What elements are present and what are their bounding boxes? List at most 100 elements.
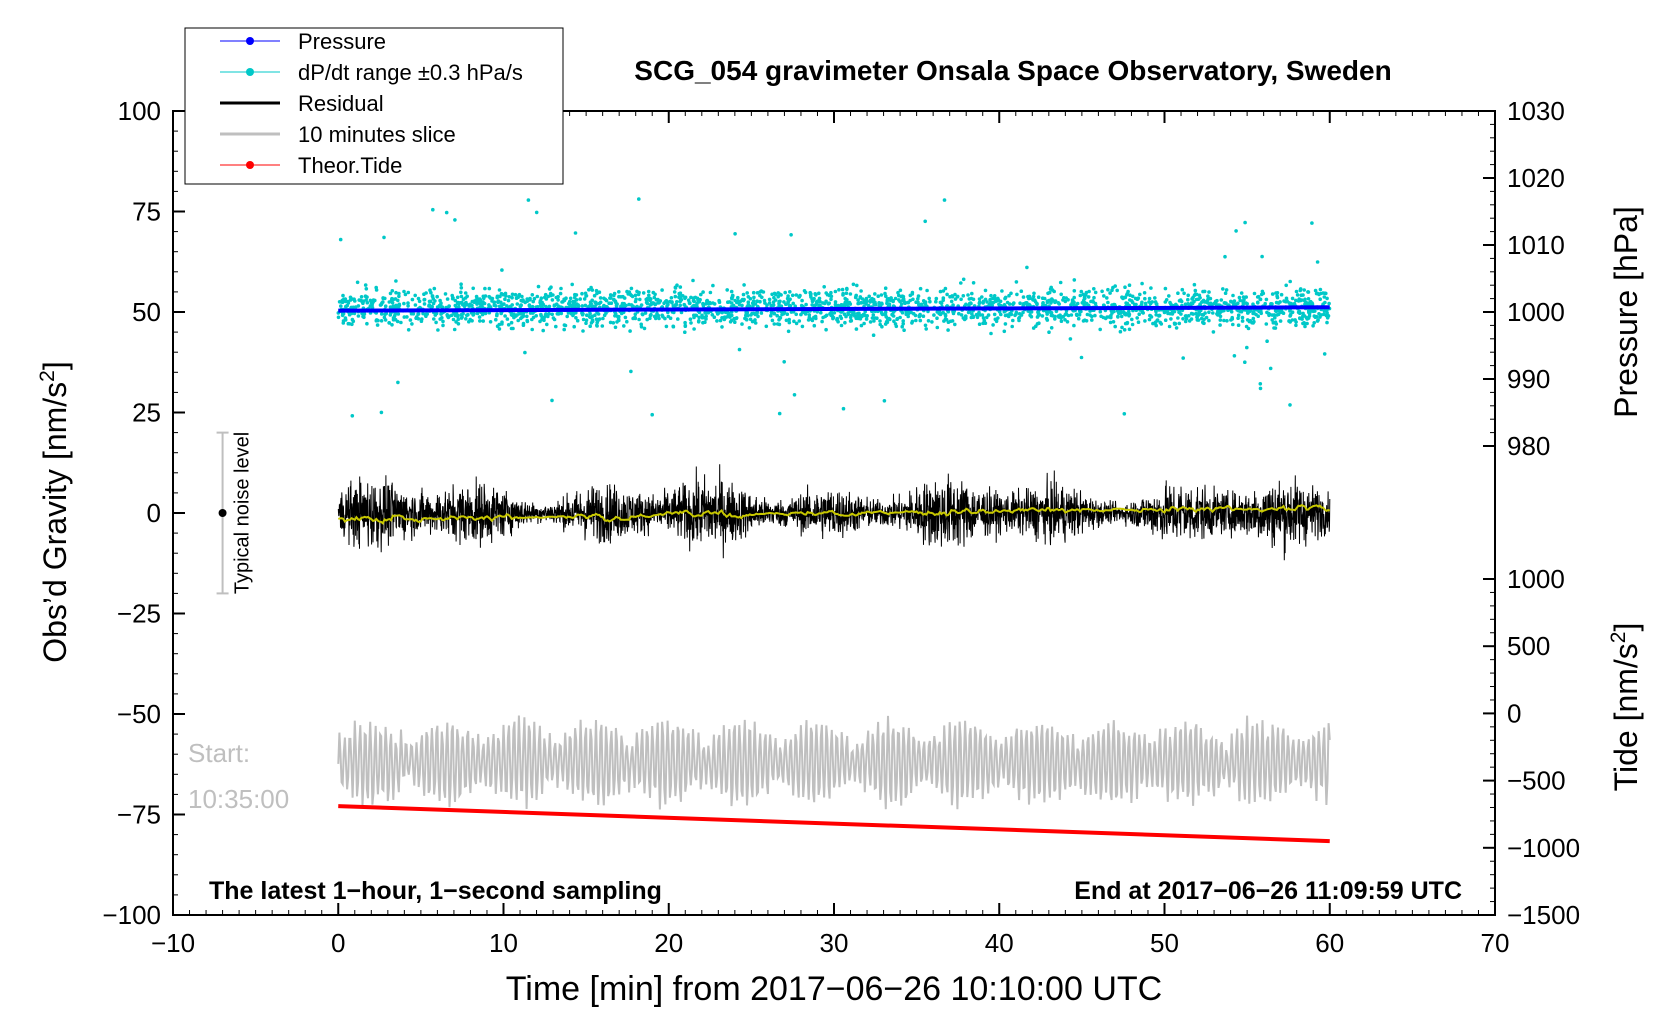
dpdt-point [817,296,822,301]
dpdt-point [746,300,751,305]
dpdt-point [510,292,515,297]
dpdt-point [900,324,904,329]
dpdt-point [1140,281,1144,286]
dpdt-point [1183,302,1188,307]
dpdt-point [817,291,821,296]
dpdt-point [844,314,848,319]
dpdt-point [785,312,790,317]
dpdt-point [885,301,889,306]
dpdt-point [573,231,578,235]
dpdt-point [921,299,926,303]
dpdt-point [860,297,865,301]
dpdt-point [379,319,384,323]
dpdt-point [977,297,982,301]
dpdt-point [510,295,514,300]
dpdt-point [1278,319,1283,323]
dpdt-point [1047,330,1051,335]
dpdt-point [1162,310,1167,315]
dpdt-point [1124,301,1128,305]
dpdt-point [1314,291,1319,296]
dpdt-point [1272,326,1276,330]
dpdt-point [883,286,888,291]
noise-center-dot [218,509,227,517]
dpdt-point [797,319,802,323]
dpdt-point [1237,295,1242,300]
dpdt-point [1015,292,1019,297]
dpdt-point [777,411,782,416]
dpdt-point [1279,309,1284,314]
dpdt-point [510,303,514,307]
dpdt-point [676,317,680,321]
dpdt-point [640,312,645,317]
dpdt-point [1028,296,1032,301]
dpdt-point [729,289,734,294]
dpdt-point [506,323,511,327]
dpdt-point [433,299,437,303]
dpdt-point [873,316,877,320]
dpdt-point [637,197,641,201]
dpdt-point [590,319,595,324]
dpdt-point [924,327,928,331]
dpdt-point [1218,310,1222,314]
dpdt-point [917,302,921,307]
dpdt-point [790,293,795,298]
dpdt-point [758,290,762,294]
dpdt-point [683,320,687,325]
dpdt-point [767,301,772,305]
pressure-tick-label: 980 [1507,431,1550,461]
dpdt-point [1251,302,1255,307]
dpdt-point [1007,293,1011,298]
left-tick-label: 100 [118,96,161,126]
dpdt-point [594,317,599,322]
dpdt-point [664,324,669,329]
dpdt-point [388,291,393,296]
dpdt-point [487,294,492,299]
x-axis-ticks: −10 0 10 20 30 40 50 60 70 [151,111,1509,958]
dpdt-point [1082,300,1087,305]
dpdt-point [427,304,431,308]
dpdt-point [829,294,834,299]
dpdt-point [340,313,345,318]
dpdt-point [438,317,443,321]
dpdt-point [880,324,884,329]
dpdt-point [1294,323,1298,328]
dpdt-point [883,310,888,315]
dpdt-point [1119,314,1124,319]
dpdt-point [644,300,649,305]
dpdt-point [588,324,592,329]
dpdt-point [1288,312,1293,317]
dpdt-point [451,317,456,322]
dpdt-point [1299,293,1304,298]
dpdt-point [343,299,348,304]
dpdt-point [736,295,740,300]
dpdt-point [1302,299,1307,303]
dpdt-point [759,311,764,315]
dpdt-point [519,303,523,307]
dpdt-point [1113,324,1117,329]
dpdt-point [1002,329,1007,334]
dpdt-point [819,310,823,315]
dpdt-point [810,318,815,323]
dpdt-point [720,316,724,320]
dpdt-point [917,314,922,318]
dpdt-point [1050,297,1054,301]
dpdt-point [918,318,923,323]
dpdt-point [946,328,950,332]
dpdt-point [820,319,824,324]
dpdt-point [1313,288,1318,293]
dpdt-point [1312,321,1316,325]
dpdt-point [518,311,522,316]
dpdt-point [523,350,527,355]
dpdt-point [997,309,1002,314]
dpdt-point [1029,310,1034,314]
dpdt-point [872,319,876,323]
dpdt-point [778,315,782,320]
dpdt-point [406,328,411,332]
dpdt-point [1163,318,1168,323]
dpdt-point [851,310,856,314]
dpdt-point [710,313,715,317]
dpdt-point [1324,291,1328,296]
dpdt-point [614,304,619,309]
dpdt-point [1218,318,1223,322]
dpdt-point [476,297,481,301]
